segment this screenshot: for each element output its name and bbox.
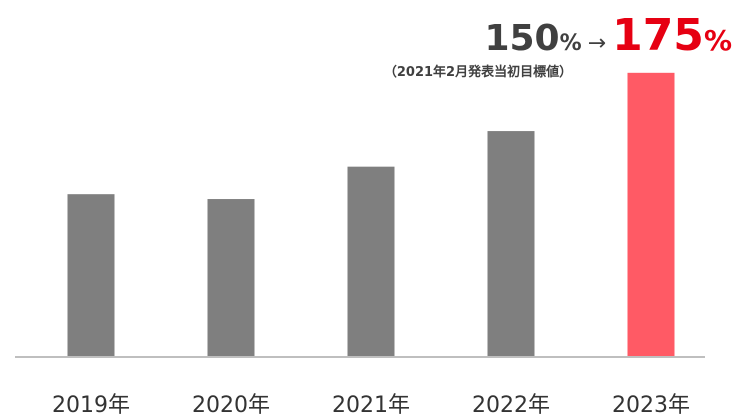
x-tick-label: 2023年 xyxy=(612,393,690,418)
bar xyxy=(67,194,115,356)
bar xyxy=(627,72,675,357)
new-target: 175 xyxy=(612,10,704,61)
old-target: 150 xyxy=(484,18,559,59)
bar xyxy=(347,166,395,356)
annotation-note: （2021年2月発表当初目標値） xyxy=(384,64,572,80)
bar xyxy=(487,131,535,356)
old-target-unit: % xyxy=(560,31,582,56)
target-annotation: 150% → 175% xyxy=(484,10,732,61)
arrow: → xyxy=(588,31,606,56)
x-tick-label: 2020年 xyxy=(192,393,270,418)
x-tick-label: 2019年 xyxy=(52,393,130,418)
x-tick-label: 2022年 xyxy=(472,393,550,418)
bar xyxy=(207,199,255,356)
x-tick-label: 2021年 xyxy=(332,393,410,418)
new-target-unit: % xyxy=(704,24,732,57)
